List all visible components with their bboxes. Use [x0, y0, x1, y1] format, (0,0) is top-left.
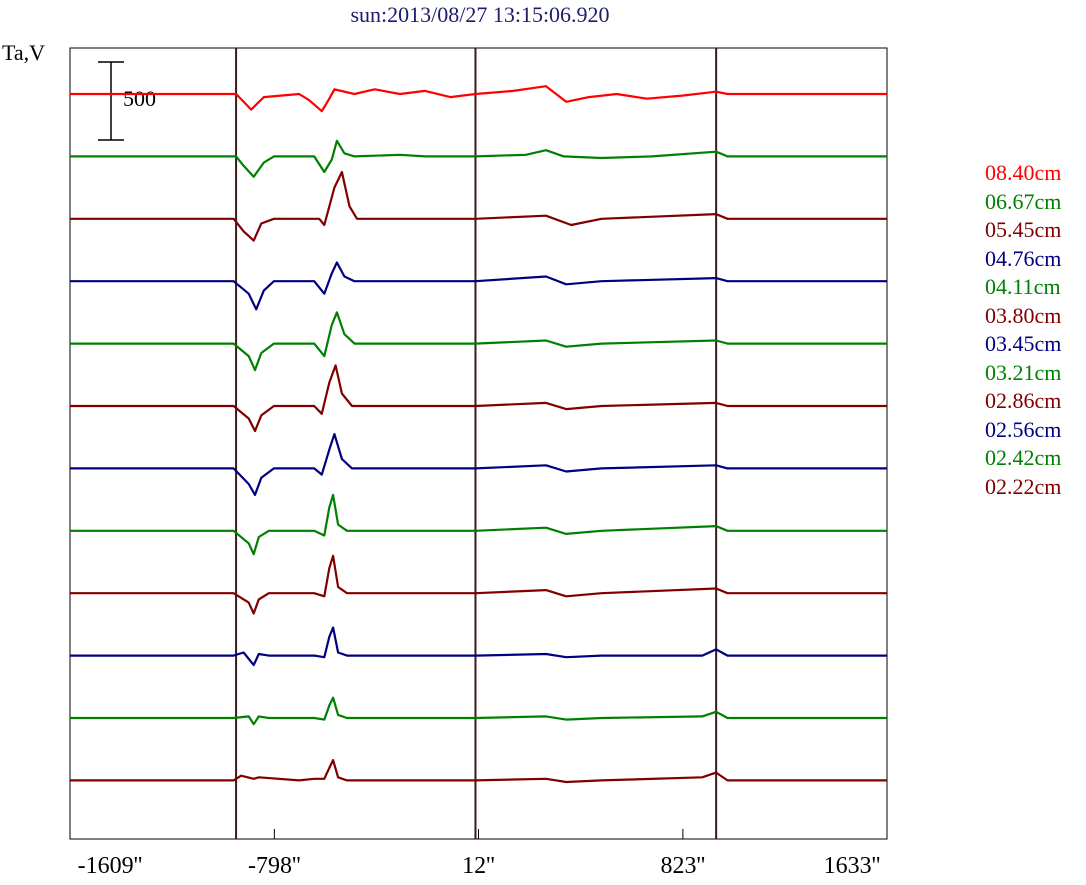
chart-title: sun:2013/08/27 13:15:06.920: [350, 2, 610, 27]
x-ticks: [69, 829, 888, 839]
limb-markers: [235, 48, 718, 839]
x-tick-label: -798'': [248, 853, 301, 879]
legend-entry: 06.67cm: [985, 188, 1062, 214]
series-line: [70, 626, 887, 667]
series-line: [70, 696, 887, 726]
x-tick-label: 1633'': [823, 853, 881, 879]
legend-entry: 02.86cm: [985, 388, 1062, 413]
series-lines: [70, 85, 887, 784]
legend-entry: 04.76cm: [985, 245, 1062, 271]
legend-entry: 03.45cm: [985, 331, 1062, 356]
series-line: [70, 261, 887, 311]
series-line: [70, 311, 887, 372]
legend-entry: 03.21cm: [985, 359, 1062, 385]
series-line: [70, 85, 887, 113]
legend-entry: 02.22cm: [985, 473, 1062, 499]
y-axis-unit-label: Ta,V: [2, 40, 46, 65]
legend-entry: 03.80cm: [985, 302, 1062, 328]
series-line: [70, 364, 887, 433]
series-line: [70, 758, 887, 784]
legend-entry: 02.56cm: [985, 416, 1062, 442]
legend-entry: 02.42cm: [985, 445, 1062, 470]
scale-bar-label: 500: [123, 86, 156, 111]
series-line: [70, 170, 887, 242]
legend-entry: 05.45cm: [985, 217, 1062, 242]
plot-frame: [69, 47, 888, 840]
legend-entry: 08.40cm: [985, 160, 1062, 185]
series-line: [70, 139, 887, 178]
legend-entry: 04.11cm: [985, 274, 1061, 299]
legend: 08.40cm 06.67cm 05.45cm 04.76cm 04.11cm …: [985, 159, 1061, 501]
x-tick-label: -1609'': [77, 853, 143, 879]
scale-bar: [98, 61, 124, 141]
x-tick-label: 12'': [462, 853, 495, 879]
series-line: [70, 554, 887, 615]
series-line: [70, 433, 887, 496]
x-tick-label: 823'': [660, 853, 706, 879]
series-line: [70, 493, 887, 556]
